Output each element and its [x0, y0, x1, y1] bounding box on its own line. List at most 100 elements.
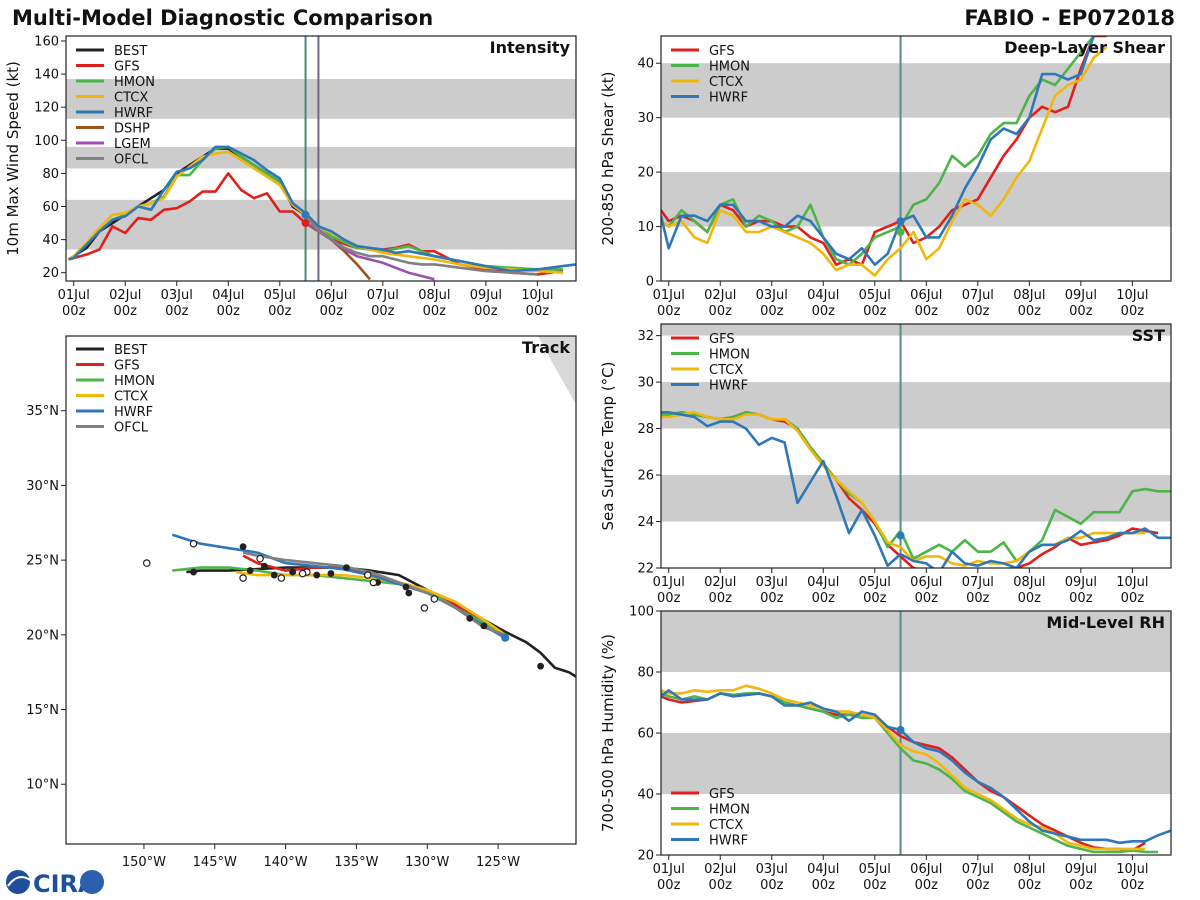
threshold-band [66, 79, 576, 119]
initial-point-marker [301, 210, 310, 219]
x-tick-label-day: 10Jul [1116, 862, 1148, 877]
legend-label-gfs: GFS [709, 787, 735, 802]
x-tick-label-day: 04Jul [212, 288, 244, 303]
y-tick-label: 80 [42, 167, 59, 182]
y-tick-label: 80 [637, 666, 654, 681]
legend-label-hmon: HMON [709, 60, 750, 75]
y-tick-label: 30°N [26, 479, 59, 494]
legend-label-hwrf: HWRF [709, 379, 748, 394]
x-tick-label: 135°W [334, 855, 378, 870]
x-tick-label-hour: 00z [526, 304, 550, 319]
x-tick-label-hour: 00z [1018, 591, 1042, 606]
x-tick-label-day: 01Jul [653, 862, 685, 877]
best-track-point [289, 568, 297, 576]
track-panel: 10°N 15°N 20°N 25°N 30°N 35°N 150°W 145°W 140°W 1… [26, 335, 577, 870]
x-tick-label-day: 09Jul [1065, 862, 1097, 877]
land-mass [538, 336, 576, 404]
x-tick-label-day: 05Jul [859, 862, 891, 877]
initial-position-marker [501, 633, 510, 642]
x-tick-label-day: 05Jul [859, 288, 891, 303]
y-axis-label: 700-500 hPa Humidity (%) [599, 634, 617, 832]
ofcl-track-point [420, 604, 429, 612]
legend-label-hwrf: HWRF [709, 91, 748, 106]
x-tick-label-hour: 00z [1069, 304, 1093, 319]
x-tick-label-day: 06Jul [910, 288, 942, 303]
legend-label-hwrf: HWRF [709, 834, 748, 849]
y-tick-label: 35°N [26, 404, 59, 419]
x-tick-label-hour: 00z [915, 304, 939, 319]
ofcl-track-point [277, 574, 286, 582]
x-tick-label-day: 08Jul [418, 288, 450, 303]
ofcl-track-point [142, 559, 151, 567]
x-tick-label-hour: 00z [657, 304, 681, 319]
x-tick-label-day: 02Jul [704, 575, 736, 590]
x-tick-label-hour: 00z [1121, 878, 1145, 893]
y-tick-label: 60 [42, 200, 59, 215]
ofcl-track-point [256, 554, 264, 563]
y-tick-label: 28 [637, 422, 654, 437]
panel-title: Mid-Level RH [1046, 613, 1165, 632]
y-tick-label: 0 [646, 275, 654, 290]
best-track-point [480, 622, 488, 630]
x-tick-label: 140°W [263, 855, 307, 870]
legend-label-lgem: LGEM [114, 137, 151, 152]
legend-label-ctcx: CTCX [709, 75, 743, 90]
y-tick-label: 30 [637, 376, 654, 391]
sst-panel: 22242628303201Jul00z02Jul00z03Jul00z04Ju… [599, 323, 1172, 606]
x-tick-label-day: 09Jul [1065, 575, 1097, 590]
y-tick-label: 100 [34, 134, 59, 149]
threshold-band [661, 172, 1171, 227]
x-tick-label-day: 08Jul [1013, 575, 1045, 590]
cira-logo-swoosh [7, 876, 31, 887]
cira-logo: CIRA [6, 870, 104, 898]
legend-label-hmon: HMON [114, 75, 155, 90]
x-tick-label-day: 01Jul [653, 288, 685, 303]
panel-title: Track [522, 338, 570, 357]
x-tick-label-hour: 00z [966, 878, 990, 893]
threshold-band [661, 324, 1171, 336]
y-tick-label: 10 [637, 220, 654, 235]
legend-label-ofcl: OFCL [114, 421, 149, 436]
x-tick-label-hour: 00z [915, 591, 939, 606]
legend-label-ctcx: CTCX [709, 363, 743, 378]
threshold-band [661, 382, 1171, 429]
x-tick-label-day: 01Jul [653, 575, 685, 590]
y-tick-label: 20 [637, 849, 654, 864]
initial-point-marker [896, 228, 905, 236]
y-tick-label: 22 [637, 562, 654, 577]
x-tick-label-day: 08Jul [1013, 288, 1045, 303]
y-tick-label: 100 [629, 605, 654, 620]
y-tick-label: 24 [637, 515, 654, 530]
best-track-point [190, 568, 197, 576]
best-track-point [537, 662, 544, 670]
x-tick-label-hour: 00z [474, 304, 498, 319]
best-track-point [405, 589, 413, 597]
series-line-hwrf [661, 410, 1171, 568]
series-line-ofcl [242, 551, 506, 637]
x-tick-label-hour: 00z [863, 304, 887, 319]
series-line-gfs [661, 36, 1107, 267]
rh-panel: 2040608010001Jul00z02Jul00z03Jul00z04Jul… [599, 605, 1172, 893]
initial-point-marker [301, 219, 310, 228]
y-tick-label: 20 [42, 266, 59, 281]
series-group [661, 684, 1171, 854]
y-tick-label: 25°N [26, 554, 59, 569]
x-tick-label: 125°W [476, 855, 520, 870]
series-group [661, 36, 1108, 277]
legend-label-ctcx: CTCX [709, 818, 743, 833]
x-tick-label-hour: 00z [423, 304, 447, 319]
figure-title: Multi-Model Diagnostic Comparison [12, 6, 433, 30]
x-tick-label-hour: 00z [217, 304, 241, 319]
threshold-band [661, 611, 1171, 672]
legend-label-hmon: HMON [709, 348, 750, 363]
x-tick-label-day: 10Jul [1116, 288, 1148, 303]
x-tick-label-day: 02Jul [704, 288, 736, 303]
series-line-hwrf [68, 145, 576, 273]
legend-label-gfs: GFS [709, 332, 735, 347]
x-tick-label-day: 06Jul [910, 575, 942, 590]
best-track-point [246, 567, 254, 574]
series-line-ctcx [661, 45, 1108, 277]
x-tick-label-day: 05Jul [264, 288, 296, 303]
legend-label-gfs: GFS [709, 44, 735, 59]
